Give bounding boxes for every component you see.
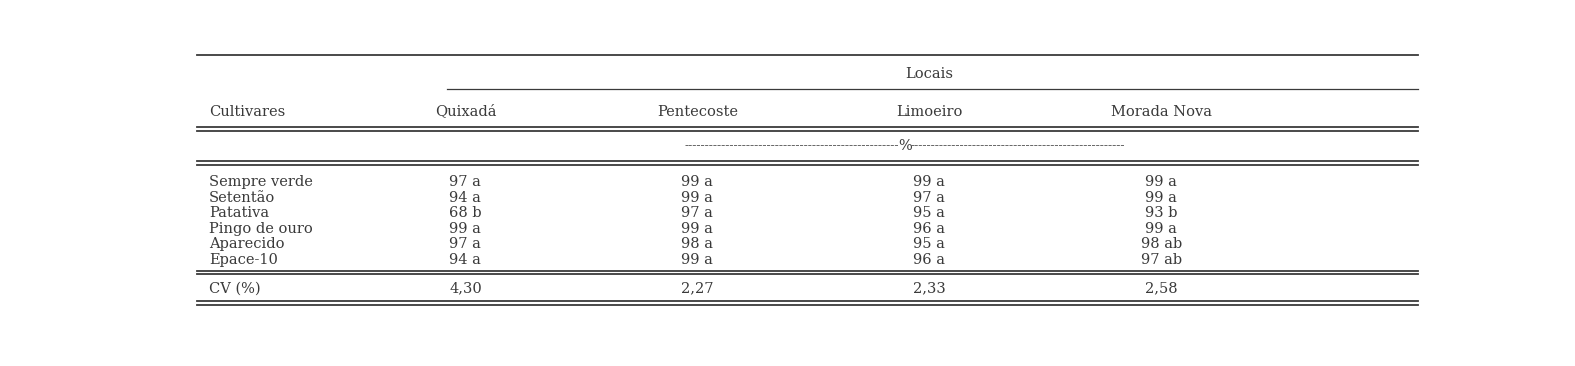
- Text: 97 a: 97 a: [449, 237, 482, 251]
- Text: 97 a: 97 a: [682, 206, 713, 220]
- Text: Pentecoste: Pentecoste: [657, 105, 737, 119]
- Text: 94 a: 94 a: [449, 191, 482, 205]
- Text: 2,33: 2,33: [913, 281, 945, 295]
- Text: 99 a: 99 a: [1145, 191, 1177, 205]
- Text: Cultivares: Cultivares: [209, 105, 285, 119]
- Text: ----------------------------------------------------: ----------------------------------------…: [684, 139, 899, 152]
- Text: Locais: Locais: [906, 67, 953, 81]
- Text: 96 a: 96 a: [913, 221, 945, 235]
- Text: 97 ab: 97 ab: [1140, 253, 1181, 266]
- Text: 99 a: 99 a: [1145, 221, 1177, 235]
- Text: 93 b: 93 b: [1145, 206, 1178, 220]
- Text: ----------------------------------------------------: ----------------------------------------…: [910, 139, 1126, 152]
- Text: 97 a: 97 a: [913, 191, 945, 205]
- Text: 99 a: 99 a: [449, 221, 482, 235]
- Text: 98 a: 98 a: [682, 237, 713, 251]
- Text: 96 a: 96 a: [913, 253, 945, 266]
- Text: 4,30: 4,30: [449, 281, 482, 295]
- Text: Quixadá: Quixadá: [435, 105, 496, 119]
- Text: Sempre verde: Sempre verde: [209, 175, 313, 189]
- Text: Setentão: Setentão: [209, 191, 276, 205]
- Text: 94 a: 94 a: [449, 253, 482, 266]
- Text: Aparecido: Aparecido: [209, 237, 285, 251]
- Text: 97 a: 97 a: [449, 175, 482, 189]
- Text: %: %: [898, 139, 912, 153]
- Text: Pingo de ouro: Pingo de ouro: [209, 221, 313, 235]
- Text: 98 ab: 98 ab: [1140, 237, 1181, 251]
- Text: 99 a: 99 a: [682, 175, 713, 189]
- Text: 99 a: 99 a: [913, 175, 945, 189]
- Text: CV (%): CV (%): [209, 281, 261, 295]
- Text: Epace-10: Epace-10: [209, 253, 277, 266]
- Text: Limoeiro: Limoeiro: [896, 105, 962, 119]
- Text: 99 a: 99 a: [682, 221, 713, 235]
- Text: 99 a: 99 a: [1145, 175, 1177, 189]
- Text: 2,58: 2,58: [1145, 281, 1178, 295]
- Text: Morada Nova: Morada Nova: [1110, 105, 1211, 119]
- Text: 68 b: 68 b: [449, 206, 482, 220]
- Text: Patativa: Patativa: [209, 206, 269, 220]
- Text: 99 a: 99 a: [682, 191, 713, 205]
- Text: 95 a: 95 a: [913, 237, 945, 251]
- Text: 95 a: 95 a: [913, 206, 945, 220]
- Text: 99 a: 99 a: [682, 253, 713, 266]
- Text: 2,27: 2,27: [680, 281, 713, 295]
